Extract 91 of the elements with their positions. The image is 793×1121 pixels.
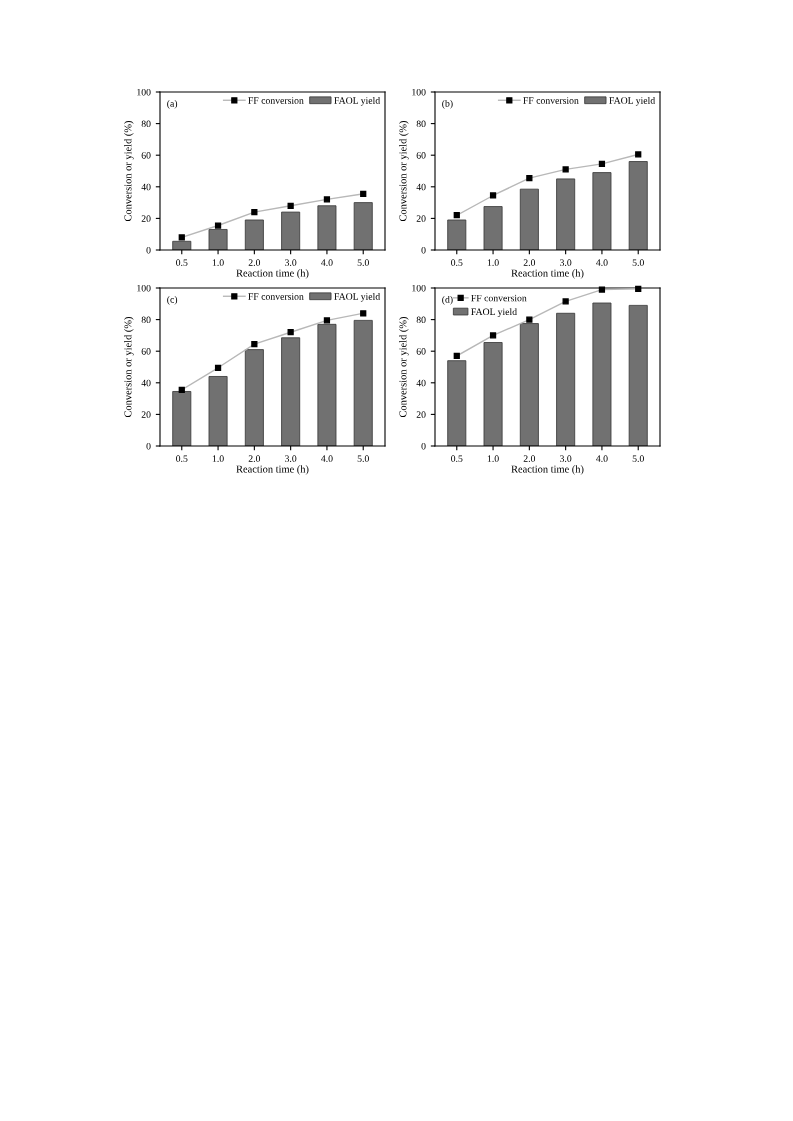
x-tick-label: 1.0 bbox=[487, 259, 499, 266]
y-tick-label: 100 bbox=[137, 88, 151, 96]
bar bbox=[317, 205, 337, 250]
x-tick-label: 5.0 bbox=[357, 455, 369, 462]
y-tick-label: 60 bbox=[141, 348, 151, 355]
bar bbox=[281, 211, 301, 250]
annotation: (b) bbox=[442, 99, 453, 109]
y-tick-label: 80 bbox=[141, 120, 151, 128]
y-tick-label: 20 bbox=[416, 215, 426, 222]
y-tick-label: 80 bbox=[416, 316, 426, 324]
y-tick-label: 20 bbox=[416, 411, 426, 418]
x-tick-label: 4.0 bbox=[596, 259, 608, 266]
x-tick-label: 3.0 bbox=[285, 455, 297, 462]
x-tick-label: 5.0 bbox=[357, 259, 369, 266]
y-tick-label: 60 bbox=[416, 152, 426, 159]
bar bbox=[628, 161, 648, 250]
annotation: (a) bbox=[167, 99, 178, 109]
annotation: (c) bbox=[167, 295, 178, 305]
y-tick-label: 40 bbox=[416, 379, 426, 387]
y-tick-label: 0 bbox=[146, 246, 151, 254]
bar bbox=[281, 337, 301, 446]
x-tick-label: 2.0 bbox=[523, 455, 536, 462]
y-tick-label: 40 bbox=[141, 183, 151, 191]
legend-label: FF conversion bbox=[248, 97, 304, 104]
bar bbox=[317, 323, 337, 446]
y-tick-label: 60 bbox=[416, 348, 426, 355]
x-axis-title: Reaction time (h) bbox=[511, 465, 584, 475]
bar bbox=[172, 391, 192, 446]
x-tick-label: 1.0 bbox=[487, 455, 499, 462]
x-tick-label: 0.5 bbox=[451, 455, 463, 462]
x-tick-label: 0.5 bbox=[176, 259, 188, 266]
x-axis-title: Reaction time (h) bbox=[511, 269, 584, 279]
bar bbox=[353, 319, 373, 446]
y-axis-title: Conversion or yield (%) bbox=[124, 316, 134, 418]
legend-label: FF conversion bbox=[471, 294, 527, 302]
y-tick-label: 20 bbox=[141, 411, 151, 418]
y-tick-label: 40 bbox=[141, 379, 151, 387]
legend-label: FAOL yield bbox=[471, 308, 517, 318]
x-tick-label: 5.0 bbox=[632, 455, 644, 462]
bar bbox=[556, 178, 576, 250]
x-tick-label: 1.0 bbox=[212, 455, 224, 462]
bar bbox=[244, 219, 264, 250]
bar bbox=[592, 302, 612, 446]
y-tick-label: 80 bbox=[141, 316, 151, 324]
bar bbox=[244, 349, 264, 446]
x-tick-label: 1.0 bbox=[212, 259, 224, 266]
x-tick-label: 0.5 bbox=[451, 259, 463, 266]
y-axis-title: Conversion or yield (%) bbox=[124, 120, 134, 222]
bar bbox=[519, 323, 539, 446]
bar bbox=[592, 172, 612, 250]
y-tick-label: 60 bbox=[141, 152, 151, 159]
x-tick-label: 3.0 bbox=[285, 259, 297, 266]
x-tick-label: 4.0 bbox=[321, 259, 333, 266]
y-tick-label: 100 bbox=[412, 88, 426, 96]
x-tick-label: 3.0 bbox=[560, 455, 572, 462]
bar bbox=[353, 202, 373, 250]
bar bbox=[556, 312, 576, 446]
bar bbox=[628, 304, 648, 446]
legend-label: FAOL yield bbox=[609, 96, 656, 106]
bar bbox=[447, 360, 467, 446]
y-tick-label: 0 bbox=[421, 246, 426, 254]
legend-label: FAOL yield bbox=[334, 292, 381, 302]
legend-label: FAOL yield bbox=[334, 96, 381, 106]
y-tick-label: 0 bbox=[146, 442, 151, 450]
y-tick-label: 20 bbox=[141, 215, 151, 222]
x-tick-label: 4.0 bbox=[321, 455, 333, 462]
x-tick-label: 2.0 bbox=[248, 455, 261, 462]
x-axis-title: Reaction time (h) bbox=[236, 465, 309, 475]
bar bbox=[519, 188, 539, 250]
bar bbox=[483, 342, 503, 446]
x-tick-label: 5.0 bbox=[632, 259, 644, 266]
bar bbox=[483, 206, 503, 250]
x-tick-label: 2.0 bbox=[248, 259, 261, 266]
y-tick-label: 40 bbox=[416, 183, 426, 191]
bar bbox=[447, 219, 467, 250]
bar bbox=[208, 229, 228, 250]
y-tick-label: 100 bbox=[412, 284, 426, 292]
x-tick-label: 0.5 bbox=[176, 455, 188, 462]
y-axis-title: Conversion or yield (%) bbox=[399, 120, 409, 222]
y-tick-label: 100 bbox=[137, 284, 151, 292]
y-tick-label: 0 bbox=[421, 442, 426, 450]
legend-label: FF conversion bbox=[248, 293, 304, 300]
bar bbox=[208, 376, 228, 446]
x-tick-label: 3.0 bbox=[560, 259, 572, 266]
legend-label: FF conversion bbox=[523, 97, 579, 104]
x-axis-title: Reaction time (h) bbox=[236, 269, 309, 279]
x-tick-label: 4.0 bbox=[596, 455, 608, 462]
y-tick-label: 80 bbox=[416, 120, 426, 128]
x-tick-label: 2.0 bbox=[523, 259, 536, 266]
annotation: (d) bbox=[442, 295, 453, 305]
y-axis-title: Conversion or yield (%) bbox=[399, 316, 409, 418]
